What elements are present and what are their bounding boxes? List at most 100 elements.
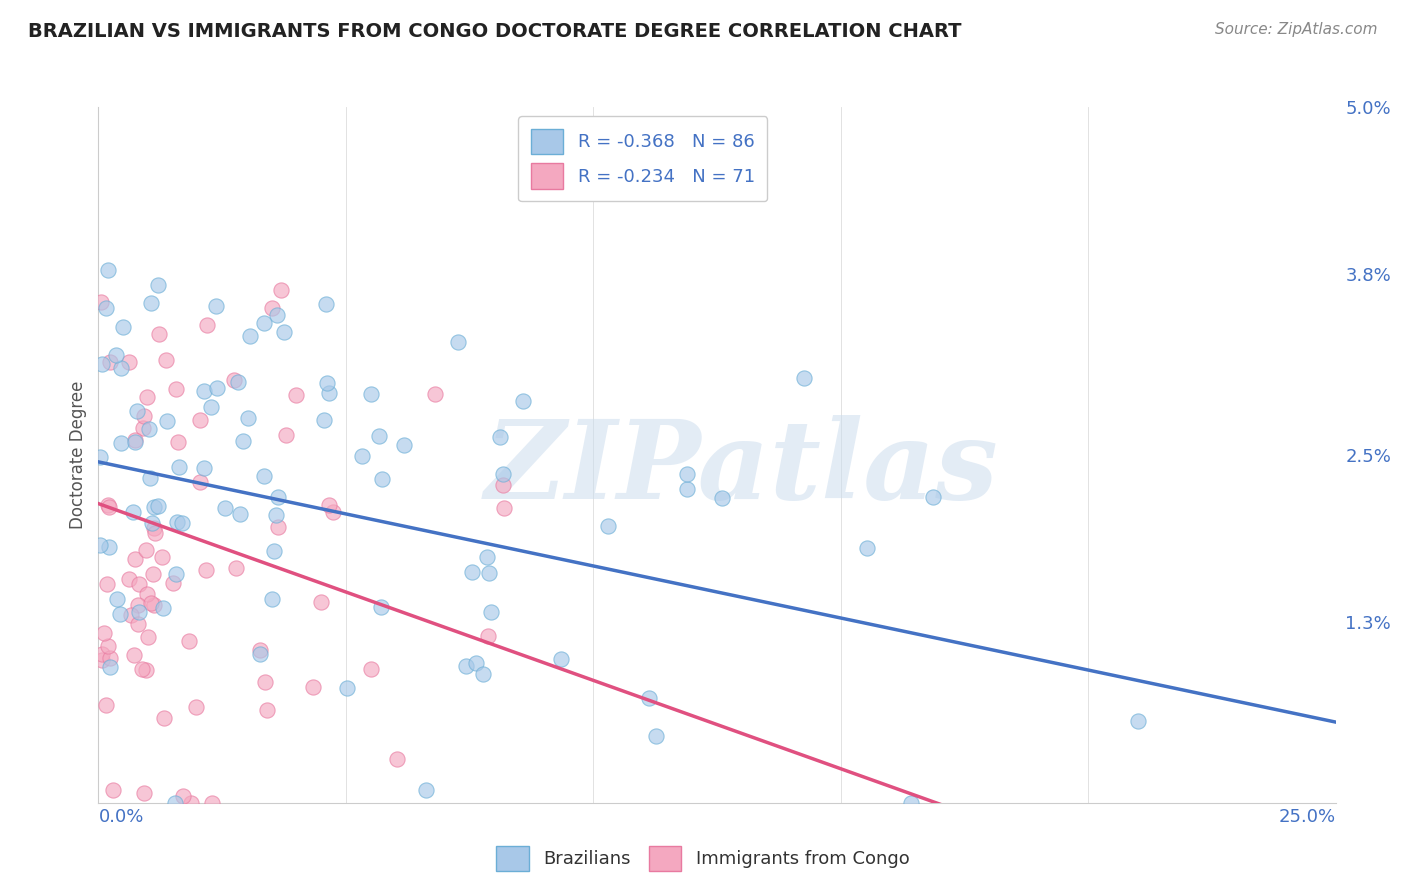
Text: 0.0%: 0.0% [98,808,143,826]
Legend: R = -0.368   N = 86, R = -0.234   N = 71: R = -0.368 N = 86, R = -0.234 N = 71 [519,116,768,202]
Point [148,327,170,342]
Point [371,472,394,486]
Point [201,796,224,810]
Legend: Brazilians, Immigrants from Congo: Brazilians, Immigrants from Congo [489,838,917,879]
Point [152,601,174,615]
Text: Source: ZipAtlas.com: Source: ZipAtlas.com [1215,22,1378,37]
Point [423,387,446,401]
Point [188,413,211,427]
Point [195,318,218,333]
Point [446,334,468,349]
Point [492,467,515,481]
Point [232,434,254,448]
Point [165,382,187,396]
Point [270,284,292,298]
Point [89,538,111,552]
Point [264,508,287,523]
Point [143,599,166,613]
Point [110,436,132,450]
Point [103,783,125,797]
Point [239,329,262,343]
Point [112,320,135,334]
Point [793,371,815,385]
Point [229,508,252,522]
Point [205,381,228,395]
Point [131,662,153,676]
Point [143,500,166,514]
Point [477,550,499,565]
Point [146,499,169,513]
Point [98,500,121,514]
Point [105,348,128,362]
Point [118,572,141,586]
Point [135,542,157,557]
Point [676,467,699,482]
Point [360,662,382,676]
Point [134,786,156,800]
Point [170,516,193,530]
Point [900,796,922,810]
Point [120,607,142,622]
Point [122,648,145,662]
Point [97,639,120,653]
Point [494,500,516,515]
Point [90,294,112,309]
Point [132,420,155,434]
Point [316,376,339,391]
Point [454,659,477,673]
Point [492,478,515,492]
Point [142,521,165,535]
Point [302,680,325,694]
Point [478,566,501,580]
Point [273,325,295,339]
Point [134,409,156,423]
Point [91,357,114,371]
Point [276,428,298,442]
Point [464,657,486,671]
Point [124,552,146,566]
Point [110,360,132,375]
Point [162,575,184,590]
Point [193,384,215,398]
Point [394,438,416,452]
Point [166,515,188,529]
Point [98,355,121,369]
Point [249,643,271,657]
Point [184,700,207,714]
Point [205,299,228,313]
Point [710,491,733,506]
Point [138,470,160,484]
Point [266,308,288,322]
Point [89,450,111,464]
Point [318,386,340,401]
Point [262,592,284,607]
Point [124,434,146,449]
Point [194,563,217,577]
Point [262,301,284,316]
Point [124,433,146,447]
Point [155,353,177,368]
Point [472,666,495,681]
Point [105,591,128,606]
Point [167,434,190,449]
Point [318,498,340,512]
Point [143,525,166,540]
Point [477,629,499,643]
Point [1128,714,1150,728]
Point [142,567,165,582]
Point [179,633,201,648]
Point [141,296,163,310]
Point [135,664,157,678]
Point [645,730,668,744]
Point [309,595,332,609]
Point [122,505,145,519]
Point [156,414,179,428]
Point [267,520,290,534]
Point [167,459,190,474]
Point [322,505,344,519]
Point [367,429,389,443]
Text: BRAZILIAN VS IMMIGRANTS FROM CONGO DOCTORATE DEGREE CORRELATION CHART: BRAZILIAN VS IMMIGRANTS FROM CONGO DOCTO… [28,22,962,41]
Point [312,413,335,427]
Point [128,605,150,619]
Point [461,566,484,580]
